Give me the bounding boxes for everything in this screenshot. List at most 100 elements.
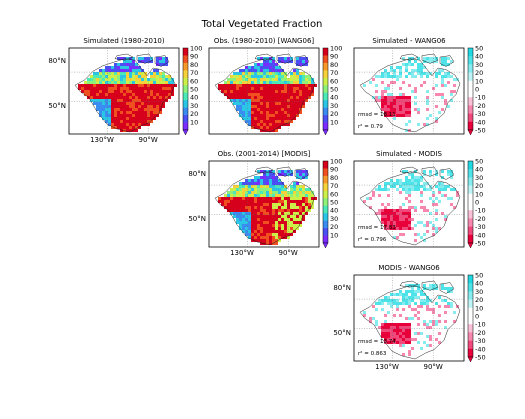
heat-cell xyxy=(432,206,435,209)
heat-cell xyxy=(405,194,408,197)
heat-cell xyxy=(444,320,447,323)
heat-cell xyxy=(263,105,266,108)
heat-cell xyxy=(432,108,435,111)
heat-cell xyxy=(408,197,411,200)
heat-cell xyxy=(393,308,396,311)
heat-cell xyxy=(275,185,278,188)
heat-cell xyxy=(411,224,414,227)
heat-cell xyxy=(138,111,141,114)
heat-cell xyxy=(408,93,411,96)
heat-cell xyxy=(138,60,141,63)
heat-cell xyxy=(108,96,111,99)
colorbar-tick-label: 100 xyxy=(330,45,342,53)
heat-cell xyxy=(123,57,126,60)
heat-cell xyxy=(114,96,117,99)
heat-cell xyxy=(396,188,399,191)
heat-cell xyxy=(135,120,138,123)
heat-cells xyxy=(363,284,462,359)
heat-cell xyxy=(384,182,387,185)
heat-cell xyxy=(302,72,305,75)
heat-cell xyxy=(248,200,251,203)
heat-cell xyxy=(384,99,387,102)
heat-cell xyxy=(290,200,293,203)
heat-cell xyxy=(390,323,393,326)
heat-cell xyxy=(305,194,308,197)
heat-cell xyxy=(384,311,387,314)
heat-cell xyxy=(135,111,138,114)
heat-cell xyxy=(230,81,233,84)
colorbar-segment xyxy=(183,55,188,64)
heat-cell xyxy=(263,66,266,69)
heat-cell xyxy=(396,179,399,182)
heat-cell xyxy=(287,221,290,224)
heat-cell xyxy=(393,344,396,347)
heat-cell xyxy=(435,302,438,305)
heat-cell xyxy=(381,326,384,329)
heat-cell xyxy=(426,173,429,176)
heat-cell xyxy=(414,176,417,179)
heat-cell xyxy=(375,93,378,96)
heat-cell xyxy=(375,75,378,78)
heat-cell xyxy=(248,108,251,111)
heat-cell xyxy=(414,335,417,338)
heat-cell xyxy=(384,221,387,224)
heat-cell xyxy=(405,78,408,81)
heat-cell xyxy=(278,203,281,206)
heat-cell xyxy=(432,197,435,200)
heat-cell xyxy=(102,102,105,105)
heat-cell xyxy=(402,93,405,96)
heat-cell xyxy=(248,69,251,72)
heat-cell xyxy=(426,314,429,317)
heat-cell xyxy=(402,308,405,311)
heat-cell xyxy=(450,96,453,99)
heat-cell xyxy=(414,200,417,203)
heat-cell xyxy=(444,215,447,218)
heat-cell xyxy=(141,123,144,126)
heat-cell xyxy=(281,108,284,111)
heat-cell xyxy=(168,93,171,96)
heat-cell xyxy=(108,123,111,126)
heat-cell xyxy=(378,302,381,305)
heat-cell xyxy=(236,209,239,212)
heat-cell xyxy=(266,239,269,242)
heat-cell xyxy=(254,108,257,111)
heat-cell xyxy=(302,185,305,188)
heat-cell xyxy=(156,81,159,84)
heat-cell xyxy=(263,227,266,230)
heat-cell xyxy=(150,99,153,102)
heat-cell xyxy=(396,93,399,96)
heat-cell xyxy=(417,311,420,314)
heat-cell xyxy=(108,111,111,114)
heat-cell xyxy=(426,344,429,347)
heat-cell xyxy=(123,66,126,69)
heat-cell xyxy=(150,90,153,93)
heat-cell xyxy=(236,194,239,197)
heat-cell xyxy=(281,105,284,108)
heat-cell xyxy=(396,329,399,332)
heat-cell xyxy=(426,87,429,90)
heat-cell xyxy=(429,96,432,99)
heat-cell xyxy=(287,212,290,215)
heat-cell xyxy=(369,311,372,314)
heat-cell xyxy=(381,191,384,194)
heat-cell xyxy=(423,84,426,87)
heat-cell xyxy=(120,114,123,117)
heat-cell xyxy=(263,212,266,215)
heat-cell xyxy=(420,90,423,93)
heat-cell xyxy=(275,87,278,90)
heat-cell xyxy=(426,123,429,126)
heat-cell xyxy=(393,114,396,117)
heat-cell xyxy=(266,96,269,99)
heat-cell xyxy=(390,296,393,299)
heat-cell xyxy=(408,84,411,87)
heat-cell xyxy=(144,60,147,63)
heat-cell xyxy=(150,87,153,90)
heat-cell xyxy=(444,57,447,60)
heat-cell xyxy=(393,105,396,108)
heat-cell xyxy=(405,209,408,212)
heat-cell xyxy=(414,344,417,347)
colorbar-tick-label: 70 xyxy=(330,182,338,190)
heat-cell xyxy=(272,117,275,120)
heat-cell xyxy=(438,105,441,108)
